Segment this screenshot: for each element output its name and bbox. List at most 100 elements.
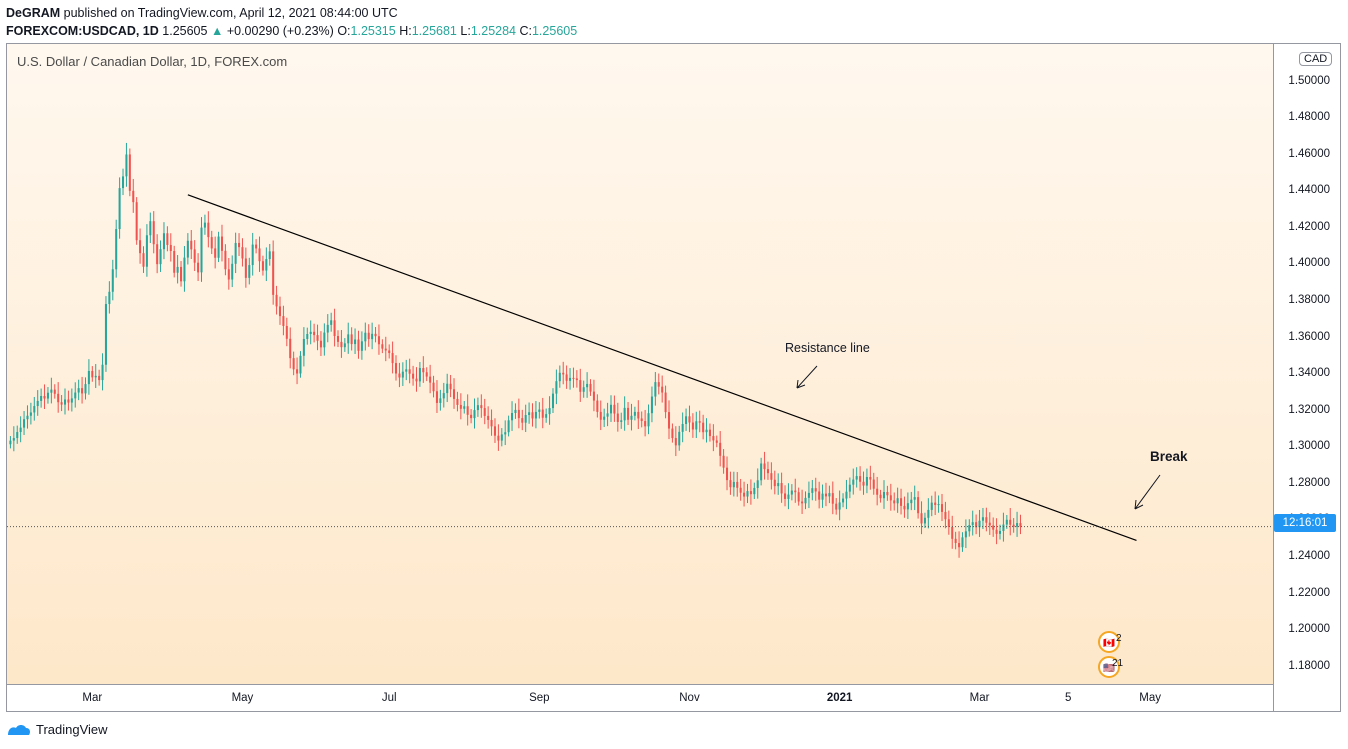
- candle-body: [231, 263, 234, 280]
- price-chart[interactable]: [7, 44, 1273, 684]
- candle-body: [251, 244, 254, 266]
- event-count-lower: 21: [1112, 658, 1124, 669]
- candle-body: [517, 409, 520, 419]
- price-tick-label: 1.46000: [1288, 147, 1330, 160]
- candle-body: [296, 369, 299, 374]
- date-tick-label: Nov: [679, 692, 700, 704]
- candle-body: [268, 251, 271, 260]
- candle-body: [882, 492, 886, 499]
- candle-body: [855, 476, 858, 480]
- candle-body: [384, 348, 387, 351]
- candle-body: [152, 221, 155, 245]
- candle-body: [760, 463, 763, 481]
- candle-body: [224, 250, 227, 270]
- candle-body: [408, 369, 411, 374]
- candle-body: [374, 333, 377, 337]
- candle-body: [804, 497, 807, 504]
- candle-body: [613, 404, 616, 414]
- canada-flag-event-icon[interactable]: 🇨🇦: [1098, 631, 1120, 653]
- candle-body: [609, 404, 613, 414]
- price-tick-label: 1.34000: [1288, 367, 1330, 380]
- candle-body: [33, 406, 36, 413]
- candle-body: [497, 435, 500, 441]
- candle-body: [422, 368, 425, 373]
- candle-body: [940, 504, 944, 512]
- candle-body: [1005, 519, 1008, 525]
- candle-body: [616, 413, 619, 422]
- candle-body: [511, 413, 514, 421]
- candle-body: [36, 400, 39, 407]
- candle-body: [190, 240, 193, 250]
- candle-body: [995, 529, 998, 534]
- candle-body: [596, 400, 599, 412]
- price-change: +0.00290 (+0.23%): [226, 24, 334, 38]
- time-axis[interactable]: Mar May Jul Sep Nov 2021 Mar 5 May: [7, 684, 1273, 711]
- candle-body: [200, 227, 203, 273]
- candle-body: [405, 369, 408, 372]
- candle-body: [886, 492, 889, 496]
- candle-body: [719, 442, 722, 456]
- candle-body: [763, 463, 766, 470]
- price-tick-label: 1.38000: [1288, 294, 1330, 306]
- candle-body: [565, 374, 568, 381]
- candle-body: [872, 479, 875, 489]
- tradingview-footer[interactable]: TradingView: [6, 722, 108, 737]
- candle-body: [637, 411, 640, 419]
- publication-info: published on TradingView.com, April 12, …: [63, 6, 398, 20]
- us-flag-event-icon[interactable]: 🇺🇸: [1098, 656, 1120, 678]
- candle-body: [705, 429, 708, 433]
- symbol-label: FOREXCOM:USDCAD, 1D: [6, 24, 159, 38]
- candle-body: [16, 432, 19, 439]
- candle-body: [784, 493, 787, 499]
- candle-body: [169, 244, 172, 251]
- candle-body: [504, 432, 507, 435]
- candle-body: [258, 248, 261, 262]
- candle-body: [244, 258, 247, 278]
- candle-body: [569, 377, 572, 381]
- candle-body: [101, 364, 104, 381]
- publication-line: DeGRAM published on TradingView.com, Apr…: [6, 4, 577, 22]
- candle-body: [473, 410, 476, 419]
- candle-body: [347, 334, 350, 344]
- candle-body: [108, 291, 111, 305]
- candle-body: [852, 479, 855, 485]
- candle-body: [814, 488, 817, 492]
- candle-body: [627, 407, 630, 420]
- candle-body: [801, 501, 804, 504]
- price-tick-label: 1.50000: [1288, 74, 1330, 87]
- candle-body: [824, 493, 827, 497]
- date-tick-label: 2021: [826, 692, 853, 704]
- candle-body: [104, 304, 107, 365]
- candle-body: [43, 396, 46, 399]
- candle-body: [145, 235, 148, 267]
- low-value: 1.25284: [470, 24, 516, 38]
- price-tick-label: 1.32000: [1288, 403, 1330, 416]
- candle-body: [238, 242, 241, 248]
- candle-body: [292, 358, 295, 370]
- candle-body: [278, 306, 282, 317]
- candle-body: [371, 333, 374, 340]
- author-name[interactable]: DeGRAM: [6, 6, 61, 20]
- price-tick-label: 1.44000: [1288, 184, 1330, 197]
- candle-body: [81, 388, 84, 394]
- candle-body: [947, 519, 950, 527]
- candle-body: [558, 372, 561, 382]
- candle-body: [531, 412, 534, 419]
- price-axis[interactable]: CAD 1.180001.200001.220001.240001.260001…: [1273, 44, 1340, 711]
- currency-badge[interactable]: CAD: [1299, 52, 1333, 66]
- candle-body: [865, 477, 868, 486]
- chart-pane[interactable]: U.S. Dollar / Canadian Dollar, 1D, FOREX…: [6, 43, 1341, 712]
- candle-body: [507, 420, 510, 433]
- candle-body: [289, 338, 292, 359]
- candle-body: [98, 375, 101, 381]
- candle-body: [708, 429, 711, 437]
- candle-body: [869, 477, 872, 480]
- high-label: H:: [399, 24, 412, 38]
- symbol-line: FOREXCOM:USDCAD, 1D 1.25605 ▲ +0.00290 (…: [6, 22, 577, 40]
- candle-body: [463, 406, 466, 409]
- candle-body: [326, 324, 329, 333]
- candle-body: [555, 381, 558, 394]
- candle-body: [807, 492, 810, 498]
- candle-body: [272, 251, 275, 295]
- candle-body: [647, 413, 650, 427]
